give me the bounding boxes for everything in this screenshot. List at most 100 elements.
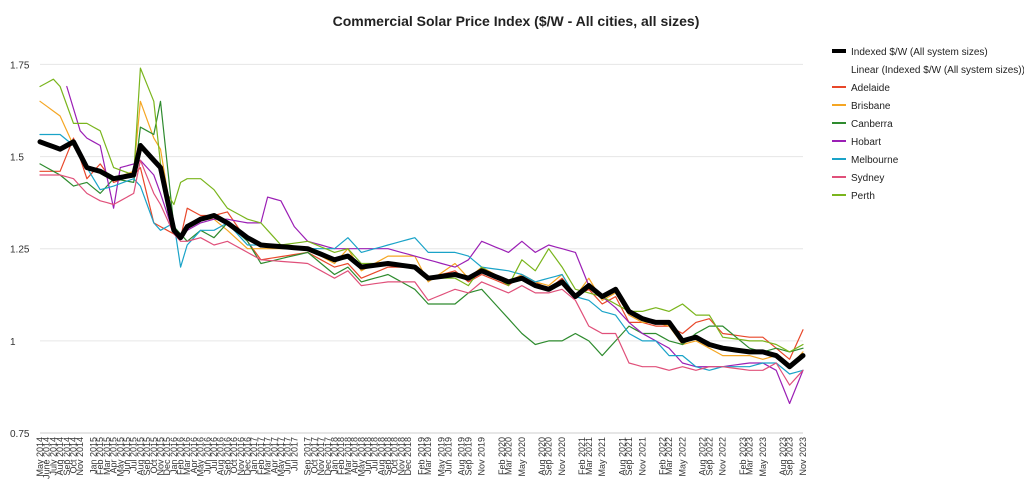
series-line-indexed-w-all-system-sizes- [37, 139, 806, 370]
x-tick-label: Jan 2016 [169, 437, 179, 474]
x-tick-label: Jul 2017 [289, 437, 299, 471]
x-tick-label: Nov 2019 [477, 437, 487, 476]
x-tick-label: Feb 2023 [738, 437, 748, 475]
x-tick-label: Feb 2021 [577, 437, 587, 475]
x-tick-label: Oct 2015 [149, 437, 159, 474]
x-tick-label: Jan 2018 [329, 437, 339, 474]
y-tick-label: 1 [10, 337, 16, 348]
x-tick-label: Nov 2020 [557, 437, 567, 476]
series-lines [37, 67, 806, 405]
x-tick-label: May 2021 [597, 437, 607, 477]
x-tick-label: Apr 2018 [350, 437, 360, 474]
x-tick-label: June 2014 [42, 437, 52, 479]
x-tick-label: Oct 2014 [68, 437, 78, 474]
y-tick-label: 1.25 [10, 245, 30, 256]
x-tick-label: Nov 2017 [316, 437, 326, 476]
x-tick-label: Sep 2022 [704, 437, 714, 476]
series-line-brisbane [39, 100, 804, 368]
x-tick-label: Sep 2020 [544, 437, 554, 476]
x-tick-label: Jul 2018 [370, 437, 380, 471]
x-tick-label: May 2018 [356, 437, 366, 477]
legend-label: Linear (Indexed $/W (All system sizes)) [851, 65, 1024, 76]
x-tick-label: Nov 2021 [637, 437, 647, 476]
x-tick-label: Nov 2014 [75, 437, 85, 476]
x-tick-label: Oct 2017 [309, 437, 319, 474]
x-tick-label: Nov 2022 [718, 437, 728, 476]
x-tick-label: May 2014 [35, 437, 45, 477]
x-tick-label: Jan 2017 [249, 437, 259, 474]
legend-label: Melbourne [851, 155, 899, 166]
x-tick-label: Sep 2019 [463, 437, 473, 476]
x-tick-label: Mar 2021 [584, 437, 594, 475]
x-tick-label: Feb 2019 [417, 437, 427, 475]
legend: Indexed $/W (All system sizes) Linear (In… [832, 47, 1024, 202]
x-tick-label: Aug 2020 [537, 437, 547, 476]
x-tick-label: Mar 2018 [343, 437, 353, 475]
series-line-hobart [66, 85, 804, 405]
x-tick-label: Mar 2020 [504, 437, 514, 475]
x-tick-label: May 2022 [678, 437, 688, 477]
x-tick-label: Nov 2023 [798, 437, 808, 476]
x-tick-label: Dec 2017 [323, 437, 333, 476]
x-tick-label: Oct 2018 [390, 437, 400, 474]
legend-label: Hobart [851, 137, 881, 148]
series-line-sydney [39, 159, 804, 386]
x-tick-label: Feb 2016 [176, 437, 186, 475]
x-tick-label: May 2020 [517, 437, 527, 477]
chart-title: Commercial Solar Price Index ($/W - All … [333, 13, 700, 29]
series-line-canberra [39, 100, 804, 357]
x-tick-label: Aug 2022 [698, 437, 708, 476]
x-tick-label: Feb 2022 [657, 437, 667, 475]
x-tick-label: Nov 2018 [396, 437, 406, 476]
x-tick-label: Jul 2016 [209, 437, 219, 471]
x-tick-label: Jun 2016 [202, 437, 212, 474]
y-tick-label: 1.75 [10, 60, 30, 71]
legend-label: Adelaide [851, 83, 890, 94]
y-axis-ticks: 0.75 1 1.25 1.5 1.75 [10, 60, 30, 440]
x-tick-label: Mar 2015 [102, 437, 112, 475]
x-tick-label: Dec 2015 [162, 437, 172, 476]
x-tick-label: Mar 2019 [423, 437, 433, 475]
legend-label: Canberra [851, 119, 893, 130]
x-tick-label: Feb 2017 [256, 437, 266, 475]
x-tick-label: Nov 2015 [155, 437, 165, 476]
series-line-perth [39, 67, 804, 353]
x-tick-label: Sep 2015 [142, 437, 152, 476]
x-tick-label: Mar 2017 [263, 437, 273, 475]
x-tick-label: Oct 2016 [229, 437, 239, 474]
x-tick-label: Sep 2018 [383, 437, 393, 476]
x-tick-label: May 2015 [115, 437, 125, 477]
y-tick-label: 0.75 [10, 429, 30, 440]
x-tick-label: Apr 2017 [269, 437, 279, 474]
x-tick-label: Sep 2014 [62, 437, 72, 476]
x-tick-label: Aug 2021 [617, 437, 627, 476]
x-tick-label: Sep 2017 [303, 437, 313, 476]
x-tick-label: Dec 2016 [242, 437, 252, 476]
legend-label: Sydney [851, 173, 884, 184]
x-tick-label: Apr 2015 [109, 437, 119, 474]
legend-label: Indexed $/W (All system sizes) [851, 47, 988, 58]
x-tick-label: Jun 2018 [363, 437, 373, 474]
x-tick-label: May 2019 [437, 437, 447, 477]
x-tick-label: May 2023 [758, 437, 768, 477]
x-tick-label: Aug 2019 [457, 437, 467, 476]
gridlines [40, 63, 803, 434]
x-tick-label: July 2014 [48, 437, 58, 476]
x-tick-label: Mar 2022 [664, 437, 674, 475]
x-tick-label: Aug 2018 [376, 437, 386, 476]
x-tick-label: Jun 2019 [443, 437, 453, 474]
x-tick-label: Sep 2021 [624, 437, 634, 476]
x-tick-label: Aug 2023 [778, 437, 788, 476]
x-tick-label: Jul 2015 [129, 437, 139, 471]
x-tick-label: Nov 2016 [236, 437, 246, 476]
x-tick-label: Aug 2015 [135, 437, 145, 476]
x-tick-label: Dec 2018 [403, 437, 413, 476]
x-tick-label: Feb 2020 [497, 437, 507, 475]
x-tick-label: Aug 2014 [55, 437, 65, 476]
x-tick-label: Mar 2023 [744, 437, 754, 475]
x-tick-label: Sep 2016 [222, 437, 232, 476]
x-tick-label: Sep 2023 [785, 437, 795, 476]
legend-label: Brisbane [851, 101, 891, 112]
